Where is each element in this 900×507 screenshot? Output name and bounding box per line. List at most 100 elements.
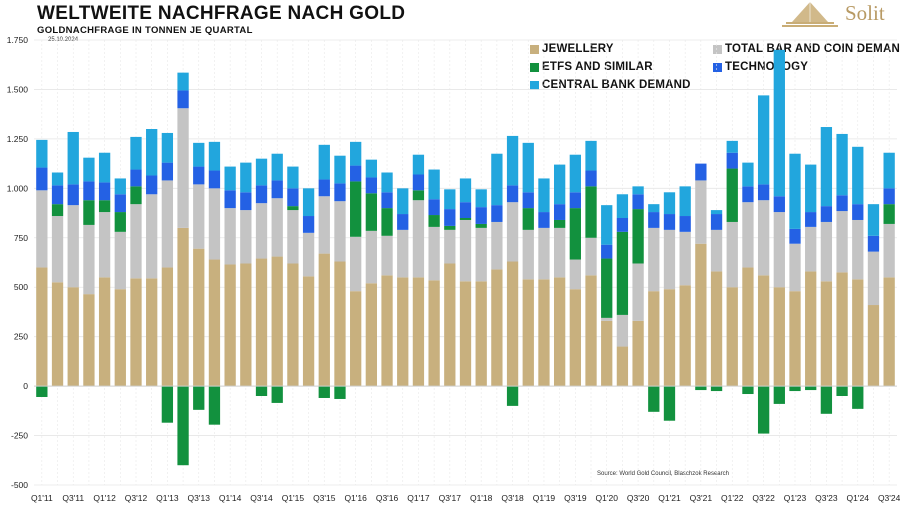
bar-segment-technology [255,185,268,204]
bar-segment-central_bank [51,172,64,186]
bar-segment-technology [287,188,299,207]
x-tick-label: Q1'16 [344,493,367,503]
bar-segment-technology [648,212,660,228]
bar-segment-bar_coin [428,226,440,281]
bar-segment-bar_coin [773,212,785,288]
bar-segment-jewellery [506,261,519,387]
x-tick-label: Q1'11 [31,493,53,503]
bar-segment-central_bank [36,139,48,168]
legend-item-bar-coin: TOTAL BAR AND COIN DEMAND [713,43,900,55]
bar-segment-jewellery [67,287,79,387]
bar-segment-technology [805,212,817,227]
bar-segment-etfs [601,258,613,318]
legend-swatch-etfs [530,62,539,72]
bar-segment-etfs [334,386,346,399]
bar-segment-etfs [177,386,189,466]
bar-segment-jewellery [287,263,299,387]
bar-segment-jewellery [773,287,785,387]
bar-segment-technology [522,192,534,209]
bar-segment-central_bank [381,172,393,193]
logo-text: Solit [845,1,885,25]
bar-segment-bar_coin [208,188,221,260]
solit-logo-icon [782,2,838,27]
x-tick-label: Q1'18 [470,493,493,503]
bar-segment-central_bank [742,162,754,187]
bar-segment-technology [679,216,691,232]
bar-segment-etfs [459,218,472,220]
bar-segment-central_bank [444,189,456,210]
bar-segment-bar_coin [506,202,519,262]
legend-item-etfs: ETFS AND SIMILAR [530,61,653,73]
bar-segment-bar_coin [475,227,487,282]
bar-segment-bar_coin [412,200,425,278]
x-tick-label: Q1'21 [658,493,681,503]
bar-segment-central_bank [805,164,817,213]
y-tick-label: 1.000 [7,183,29,193]
bar-segment-central_bank [710,210,723,215]
bar-segment-jewellery [130,278,142,387]
y-tick-label: 500 [14,282,28,292]
legend-label-central-bank: CENTRAL BANK DEMAND [542,79,691,91]
chart-subtitle: GOLDNACHFRAGE IN TONNEN JE QUARTAL [37,25,253,36]
bar-segment-jewellery [710,271,723,387]
bar-segment-bar_coin [648,227,660,292]
x-tick-label: Q1'12 [93,493,116,503]
bar-segment-technology [146,175,158,195]
bar-segment-bar_coin [742,202,754,268]
x-tick-label: Q3'11 [62,493,84,503]
bar-segment-technology [177,90,189,109]
bar-segment-jewellery [491,269,503,387]
bars [36,49,895,466]
bar-segment-jewellery [663,289,676,387]
x-tick-label: Q3'18 [501,493,524,503]
bar-segment-bar_coin [67,205,79,288]
bar-segment-jewellery [428,280,440,387]
bar-segment-bar_coin [491,221,503,270]
bar-segment-etfs [428,215,440,227]
bar-segment-etfs [710,386,723,392]
bar-segment-technology [789,228,801,244]
bar-segment-jewellery [616,346,629,387]
bar-segment-jewellery [177,227,189,387]
bar-segment-central_bank [773,49,785,197]
x-tick-label: Q1'17 [407,493,430,503]
y-tick-label: 1.500 [7,84,29,94]
bar-segment-jewellery [146,278,158,387]
bar-segment-etfs [161,386,174,423]
bar-segment-jewellery [648,291,660,387]
bar-segment-central_bank [255,158,268,186]
bar-segment-central_bank [459,178,472,203]
bar-segment-technology [397,214,409,230]
bar-segment-bar_coin [695,180,707,244]
bar-segment-etfs [365,193,378,231]
bar-segment-bar_coin [632,263,644,321]
bar-segment-jewellery [695,243,707,387]
x-tick-label: Q3'24 [878,493,900,503]
bar-segment-central_bank [83,157,95,182]
bar-segment-jewellery [742,267,754,387]
bar-segment-technology [820,206,833,222]
bar-segment-technology [663,214,676,230]
bar-segment-jewellery [224,264,236,387]
bar-segment-central_bank [130,136,142,170]
bar-segment-etfs [271,386,283,403]
bar-segment-etfs [616,231,629,315]
x-tick-label: Q3'14 [250,493,273,503]
bar-segment-jewellery [271,256,283,387]
bar-segment-central_bank [146,129,158,176]
bar-segment-central_bank [224,166,236,191]
bar-segment-bar_coin [522,229,534,280]
bar-segment-technology [742,186,754,203]
x-tick-label: Q3'22 [752,493,775,503]
bar-segment-jewellery [601,320,613,387]
bar-segment-etfs [208,386,221,425]
bar-segment-bar_coin [318,196,330,254]
y-tick-label: 250 [14,332,28,342]
bar-segment-etfs [726,168,738,222]
bar-segment-jewellery [757,275,770,387]
bar-segment-bar_coin [83,224,95,295]
bar-segment-etfs [805,386,817,391]
bar-segment-central_bank [820,127,833,207]
y-tick-label: 750 [14,233,28,243]
x-tick-label: Q3'16 [376,493,399,503]
